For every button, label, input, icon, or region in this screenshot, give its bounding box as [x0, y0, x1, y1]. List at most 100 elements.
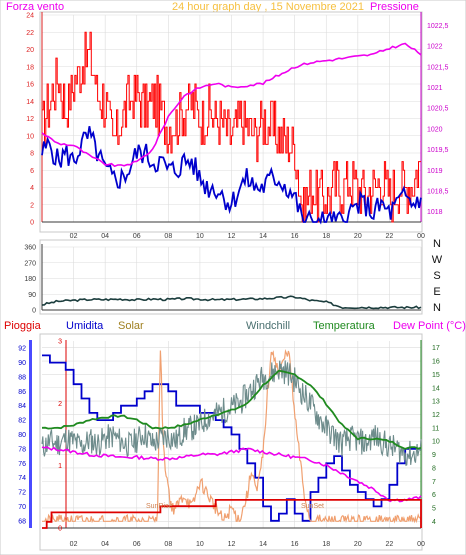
direction-tick-label: 180: [24, 276, 36, 283]
left-tick-label: 4: [30, 185, 34, 192]
right-tick-label: 1022: [427, 44, 443, 51]
legend-windchill: Windchill: [246, 320, 290, 332]
compass-tick-label: E: [433, 286, 440, 298]
legend: Pioggia Umidita Solar Windchill Temperat…: [4, 320, 466, 332]
compass-tick-label: N: [433, 238, 441, 250]
temperature-tick-label: 5: [432, 505, 436, 512]
humidity-tick-label: 74: [18, 475, 26, 482]
temperature-tick-label: 6: [432, 492, 436, 499]
humidity-tick-label: 80: [18, 432, 26, 439]
humidity-tick-label: 72: [18, 490, 26, 497]
x-tick-label: 10: [196, 233, 204, 240]
left-tick-label: 20: [26, 47, 34, 54]
x-tick-label: 18: [322, 541, 330, 548]
series-windchill: [41, 360, 422, 467]
humidity-tick-label: 88: [18, 374, 26, 381]
chart3-series: [41, 349, 422, 529]
series-rain: [42, 499, 422, 529]
left-tick-label: 18: [26, 64, 34, 71]
series-temperature: [41, 369, 422, 450]
x-tick-label: 08: [164, 233, 172, 240]
left-tick-label: 22: [26, 30, 34, 37]
left-tick-label: 0: [30, 220, 34, 227]
direction-tick-label: 270: [24, 260, 36, 267]
chart3-humidity-ticks: 68 70 72 74 76 78 80 82 84 86 88 90 92: [18, 346, 26, 526]
left-tick-label: 14: [26, 99, 34, 106]
header-right: Pressione: [370, 1, 419, 13]
temperature-tick-label: 8: [432, 465, 436, 472]
humidity-tick-label: 84: [18, 403, 26, 410]
x-tick-label: 20: [354, 233, 362, 240]
temperature-tick-label: 11: [432, 425, 439, 432]
x-tick-label: 22: [386, 541, 394, 548]
compass-tick-label: S: [433, 270, 440, 282]
sunrise-label: SunRise: [146, 503, 173, 510]
series-solar: [42, 349, 422, 524]
humidity-tick-label: 92: [18, 346, 26, 353]
x-tick-label: 12: [228, 233, 236, 240]
rain-tick-label: 3: [58, 339, 62, 346]
direction-tick-label: 90: [28, 292, 36, 299]
chart1-right-ticks: 1018 1018,5 1019 1019,5 1020 1020,5 1021 1021,5…: [427, 23, 449, 216]
temperature-tick-label: 14: [432, 385, 440, 392]
humidity-tick-label: 90: [18, 360, 26, 367]
humidity-axis-bar: [29, 340, 32, 528]
temperature-humidity-chart: SunRise SunSet 6870727476788082848688909…: [18, 333, 440, 551]
legend-temperatura: Temperatura: [313, 320, 376, 332]
chart1-series: [41, 31, 422, 225]
right-tick-label: 1018: [427, 209, 443, 216]
x-tick-label: 04: [101, 541, 109, 548]
rain-tick-label: 0: [58, 526, 62, 533]
x-tick-label: 16: [291, 541, 299, 548]
chart3-frame: [39, 333, 423, 551]
legend-pioggia: Pioggia: [4, 320, 42, 332]
x-tick-label: 04: [101, 233, 109, 240]
series-wind-speed: [41, 126, 422, 225]
humidity-tick-label: 78: [18, 446, 26, 453]
legend-umidita: Umidita: [66, 320, 104, 332]
right-tick-label: 1018,5: [427, 188, 449, 195]
temperature-tick-label: 12: [432, 412, 440, 419]
x-tick-label: 02: [70, 233, 78, 240]
right-tick-label: 1022,5: [427, 23, 449, 30]
rain-tick-label: 1: [58, 463, 62, 470]
right-tick-label: 1020: [427, 126, 443, 133]
x-tick-label: 14: [259, 233, 267, 240]
x-tick-label: 02: [70, 541, 78, 548]
x-tick-label: 06: [133, 541, 141, 548]
direction-tick-label: 0: [32, 308, 36, 315]
legend-solar: Solar: [118, 320, 144, 332]
right-tick-label: 1020,5: [427, 106, 449, 113]
temperature-tick-label: 4: [432, 519, 436, 526]
chart1-x-ticks: 02 04 06 08 10 12 14 16 18 20 22 00: [70, 233, 425, 240]
rain-tick-label: 2: [58, 401, 62, 408]
temperature-tick-label: 7: [432, 479, 436, 486]
temperature-tick-label: 9: [432, 452, 436, 459]
x-tick-label: 00: [417, 233, 425, 240]
humidity-tick-label: 70: [18, 504, 26, 511]
series-wind-gust: [42, 31, 421, 223]
humidity-tick-label: 68: [18, 518, 26, 525]
temperature-tick-label: 10: [432, 439, 440, 446]
series-dewpoint: [41, 446, 422, 503]
chart2-series: [41, 295, 422, 310]
x-tick-label: 16: [291, 233, 299, 240]
series-pressure: [41, 42, 422, 168]
left-tick-label: 2: [30, 202, 34, 209]
humidity-tick-label: 82: [18, 418, 26, 425]
chart2-frame: [39, 239, 423, 315]
left-tick-label: 8: [30, 151, 34, 158]
x-tick-label: 10: [196, 541, 204, 548]
temperature-tick-label: 13: [432, 399, 440, 406]
chart3-x-ticks: 02 04 06 08 10 12 14 16 18 20 22 00: [70, 541, 425, 548]
right-tick-label: 1019,5: [427, 147, 449, 154]
temperature-tick-label: 16: [432, 359, 440, 366]
chart3-rain-ticks: 0 1 2 3: [58, 339, 62, 533]
right-tick-label: 1019: [427, 168, 443, 175]
legend-dewpoint: Dew Point (°C): [393, 320, 466, 332]
